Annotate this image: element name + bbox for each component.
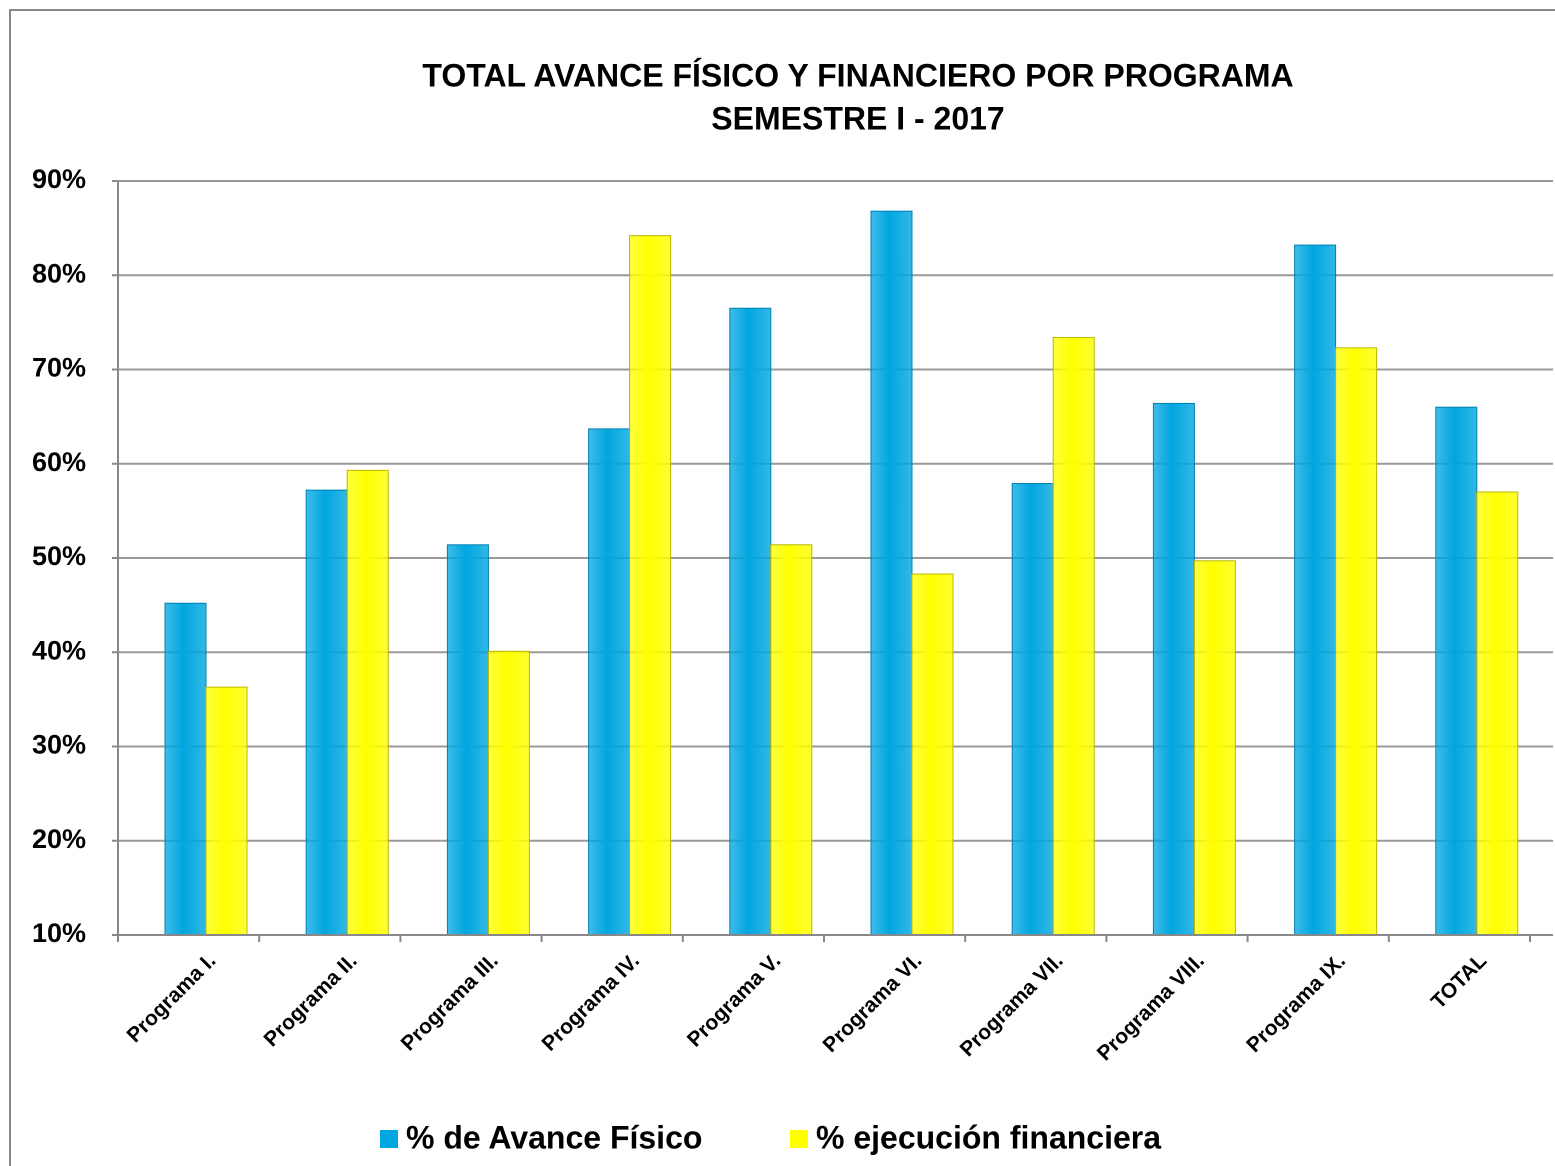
y-tick-label: 80% bbox=[32, 258, 86, 288]
y-tick-label: 90% bbox=[32, 164, 86, 194]
legend-swatch bbox=[380, 1130, 398, 1148]
y-tick-label: 30% bbox=[32, 730, 86, 760]
y-tick-label: 50% bbox=[32, 541, 86, 571]
bar bbox=[1152, 402, 1195, 936]
bar bbox=[305, 489, 348, 936]
bar bbox=[729, 307, 772, 936]
y-tick-label: 70% bbox=[32, 353, 86, 383]
bar bbox=[629, 235, 672, 936]
bar bbox=[1011, 483, 1054, 936]
bar bbox=[588, 428, 631, 936]
bar bbox=[870, 210, 913, 936]
bar bbox=[446, 544, 489, 936]
bar bbox=[205, 686, 248, 936]
y-tick-label: 20% bbox=[32, 824, 86, 854]
bar bbox=[487, 650, 530, 936]
bar bbox=[770, 544, 813, 936]
y-tick-label: 10% bbox=[32, 918, 86, 948]
legend-swatch bbox=[790, 1130, 808, 1148]
bar bbox=[1476, 491, 1519, 936]
y-tick-label: 60% bbox=[32, 447, 86, 477]
chart-title: TOTAL AVANCE FÍSICO Y FINANCIERO POR PRO… bbox=[422, 57, 1293, 93]
y-tick-label: 40% bbox=[32, 635, 86, 665]
legend-label: % ejecución financiera bbox=[816, 1119, 1161, 1155]
bar bbox=[1193, 560, 1236, 936]
bar bbox=[164, 602, 207, 936]
bar bbox=[911, 573, 954, 936]
bar bbox=[1335, 347, 1378, 936]
legend-label: % de Avance Físico bbox=[406, 1119, 702, 1155]
bar bbox=[1435, 406, 1478, 936]
bar bbox=[1052, 336, 1095, 936]
bar bbox=[346, 469, 389, 936]
chart-subtitle: SEMESTRE I - 2017 bbox=[711, 100, 1004, 136]
bar bbox=[1294, 244, 1337, 936]
